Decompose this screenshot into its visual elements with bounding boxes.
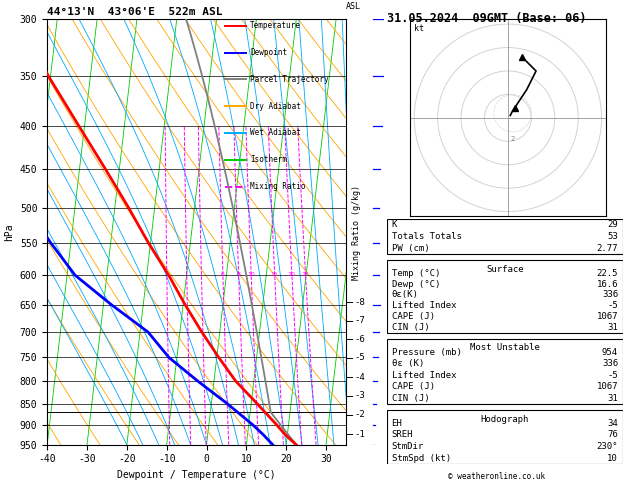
Text: -4: -4 <box>355 373 365 382</box>
Text: kt: kt <box>414 24 424 33</box>
Text: km
ASL: km ASL <box>347 0 361 11</box>
Text: -2: -2 <box>355 410 365 419</box>
Text: 230°: 230° <box>596 442 618 451</box>
Text: 53: 53 <box>607 232 618 241</box>
Text: -6: -6 <box>355 335 365 344</box>
Text: 2.77: 2.77 <box>596 244 618 253</box>
Text: Mixing Ratio (g/kg): Mixing Ratio (g/kg) <box>352 185 361 279</box>
Text: 336: 336 <box>602 291 618 299</box>
Text: 31.05.2024  09GMT (Base: 06): 31.05.2024 09GMT (Base: 06) <box>387 12 586 25</box>
Text: -5: -5 <box>355 353 365 363</box>
Text: 31: 31 <box>607 394 618 403</box>
Text: Dry Adiabat: Dry Adiabat <box>250 102 301 111</box>
Bar <box>387 260 623 333</box>
Bar <box>387 339 623 404</box>
Text: 15: 15 <box>270 272 279 277</box>
Bar <box>387 219 623 254</box>
Text: -7: -7 <box>355 316 365 325</box>
Text: θε(K): θε(K) <box>391 291 418 299</box>
Text: 1067: 1067 <box>596 312 618 321</box>
Text: -1: -1 <box>355 430 365 439</box>
Text: CIN (J): CIN (J) <box>391 394 429 403</box>
Text: 25: 25 <box>301 272 309 277</box>
Text: 6: 6 <box>221 272 225 277</box>
Text: CIN (J): CIN (J) <box>391 323 429 332</box>
Text: SREH: SREH <box>391 431 413 439</box>
Text: θε (K): θε (K) <box>391 359 424 368</box>
Text: 10: 10 <box>607 454 618 463</box>
Text: StmSpd (kt): StmSpd (kt) <box>391 454 450 463</box>
Text: K: K <box>391 220 397 229</box>
Text: 31: 31 <box>607 323 618 332</box>
X-axis label: Dewpoint / Temperature (°C): Dewpoint / Temperature (°C) <box>117 470 276 480</box>
Text: Dewp (°C): Dewp (°C) <box>391 279 440 289</box>
Text: -5: -5 <box>607 371 618 380</box>
Text: Dewpoint: Dewpoint <box>250 48 287 57</box>
Bar <box>387 410 623 464</box>
Text: 29: 29 <box>607 220 618 229</box>
Text: EH: EH <box>391 419 403 428</box>
Y-axis label: hPa: hPa <box>4 223 14 241</box>
Text: Isotherm: Isotherm <box>250 155 287 164</box>
Text: 34: 34 <box>607 419 618 428</box>
Text: Parcel Trajectory: Parcel Trajectory <box>250 75 329 84</box>
Text: © weatheronline.co.uk: © weatheronline.co.uk <box>448 472 545 481</box>
Text: 8: 8 <box>237 272 240 277</box>
Text: StmDir: StmDir <box>391 442 424 451</box>
Text: 10: 10 <box>247 272 255 277</box>
Text: Mixing Ratio: Mixing Ratio <box>250 182 306 191</box>
Text: Pressure (mb): Pressure (mb) <box>391 347 462 357</box>
Text: 22.5: 22.5 <box>596 269 618 278</box>
Text: Hodograph: Hodograph <box>481 415 529 424</box>
Text: Temperature: Temperature <box>250 21 301 30</box>
Text: CAPE (J): CAPE (J) <box>391 312 435 321</box>
Text: -8: -8 <box>355 298 365 307</box>
Text: Most Unstable: Most Unstable <box>470 344 540 352</box>
Text: 16.6: 16.6 <box>596 279 618 289</box>
Text: PW (cm): PW (cm) <box>391 244 429 253</box>
Text: 1067: 1067 <box>596 382 618 391</box>
Text: Lifted Index: Lifted Index <box>391 301 456 310</box>
Text: 76: 76 <box>607 431 618 439</box>
Text: 954: 954 <box>602 347 618 357</box>
Text: CAPE (J): CAPE (J) <box>391 382 435 391</box>
Text: -5: -5 <box>607 301 618 310</box>
Text: 2: 2 <box>510 136 515 142</box>
Text: Temp (°C): Temp (°C) <box>391 269 440 278</box>
Text: 20: 20 <box>288 272 296 277</box>
Text: Wet Adiabat: Wet Adiabat <box>250 128 301 138</box>
Text: Totals Totals: Totals Totals <box>391 232 462 241</box>
Text: 336: 336 <box>602 359 618 368</box>
Text: -3: -3 <box>355 391 365 400</box>
Text: Lifted Index: Lifted Index <box>391 371 456 380</box>
Text: 44°13'N  43°06'E  522m ASL: 44°13'N 43°06'E 522m ASL <box>47 7 223 17</box>
Text: Surface: Surface <box>486 265 523 274</box>
